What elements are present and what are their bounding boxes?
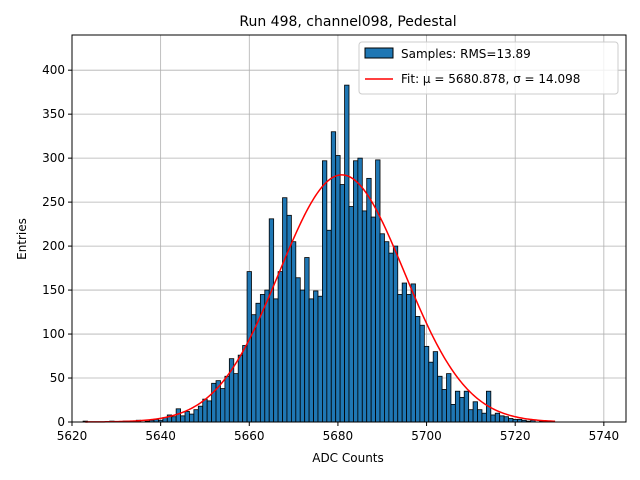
histogram-bar bbox=[237, 354, 244, 423]
x-tick-label: 5700 bbox=[411, 429, 442, 443]
histogram-bar bbox=[490, 414, 496, 423]
histogram-bar bbox=[503, 416, 509, 423]
histogram-bar bbox=[419, 324, 425, 423]
histogram-bar bbox=[401, 282, 408, 423]
histogram-bar bbox=[472, 401, 478, 423]
legend: Samples: RMS=13.89 Fit: μ = 5680.878, σ … bbox=[358, 41, 619, 95]
y-tick-label: 150 bbox=[42, 283, 65, 297]
histogram-bar bbox=[268, 218, 275, 423]
histogram-bar bbox=[202, 398, 208, 423]
histogram-bar bbox=[242, 345, 248, 423]
histogram-bar bbox=[375, 159, 381, 423]
histogram-bar bbox=[197, 405, 204, 423]
y-axis-label: Entries bbox=[15, 218, 29, 260]
histogram-bar bbox=[432, 351, 439, 423]
histogram-bar bbox=[224, 375, 230, 423]
legend-label-fit: Fit: μ = 5680.878, σ = 14.098 bbox=[401, 72, 580, 86]
histogram-bar bbox=[330, 131, 337, 423]
histogram-bar bbox=[446, 373, 452, 423]
histogram-bar bbox=[273, 298, 279, 423]
histogram-bar bbox=[508, 418, 514, 423]
histogram-bar bbox=[189, 413, 195, 423]
y-tick-label: 400 bbox=[42, 63, 65, 77]
y-tick-label: 0 bbox=[57, 415, 65, 429]
histogram-bar bbox=[392, 245, 399, 423]
histogram-bar bbox=[299, 289, 306, 423]
histogram-bar bbox=[366, 177, 372, 423]
y-tick-label: 50 bbox=[50, 371, 65, 385]
histogram-bar bbox=[441, 389, 447, 423]
histogram-bar bbox=[494, 412, 501, 423]
histogram-bar bbox=[317, 295, 323, 423]
histogram-bar bbox=[384, 241, 390, 423]
histogram-bar bbox=[454, 390, 461, 423]
histogram-bar bbox=[477, 409, 483, 423]
x-tick-label: 5720 bbox=[500, 429, 531, 443]
histogram-bar bbox=[397, 294, 403, 423]
x-tick-label: 5740 bbox=[589, 429, 620, 443]
histogram-bar bbox=[206, 400, 213, 423]
histogram-bar bbox=[415, 316, 421, 423]
x-tick-label: 5660 bbox=[234, 429, 265, 443]
histogram-bar bbox=[370, 216, 376, 423]
y-tick-label: 100 bbox=[42, 327, 65, 341]
histogram-bar bbox=[499, 415, 505, 423]
legend-box bbox=[358, 41, 619, 95]
histogram-bar bbox=[193, 409, 199, 423]
histogram-bar bbox=[304, 257, 310, 423]
histogram-bar bbox=[326, 229, 332, 423]
histogram-bar bbox=[423, 345, 430, 423]
histogram-bar bbox=[388, 252, 394, 423]
plot-frame bbox=[71, 34, 627, 423]
histogram-bar bbox=[348, 206, 354, 423]
y-tick-label: 200 bbox=[42, 239, 65, 253]
histogram-bar bbox=[406, 294, 412, 423]
histogram-bar bbox=[171, 416, 177, 423]
histogram-bar bbox=[353, 160, 359, 423]
histogram-bar bbox=[481, 412, 487, 423]
histogram-bar bbox=[428, 361, 434, 423]
x-axis-label: ADC Counts bbox=[312, 451, 384, 465]
histogram-bar bbox=[344, 84, 350, 423]
x-ticks: 5620 5640 5660 5680 5700 5720 5740 bbox=[57, 422, 619, 443]
histogram-bar bbox=[184, 411, 190, 423]
histogram-bar bbox=[233, 373, 239, 423]
histogram-bar bbox=[295, 277, 301, 423]
histogram-bar bbox=[361, 210, 368, 423]
histogram-bar bbox=[468, 409, 474, 423]
histogram-bar bbox=[264, 289, 270, 423]
histogram-bar bbox=[308, 298, 314, 423]
chart-title: Run 498, channel098, Pedestal bbox=[239, 14, 456, 30]
histogram-bar bbox=[180, 415, 186, 423]
histogram-bar bbox=[335, 155, 341, 423]
x-tick-label: 5680 bbox=[323, 429, 354, 443]
x-tick-label: 5620 bbox=[57, 429, 88, 443]
y-tick-label: 350 bbox=[42, 107, 65, 121]
histogram-bar bbox=[459, 396, 465, 423]
histogram-bar bbox=[437, 375, 443, 423]
histogram-bar bbox=[450, 404, 456, 423]
histogram-bar bbox=[463, 390, 470, 423]
histogram-bar bbox=[322, 160, 328, 423]
histogram-bar bbox=[313, 290, 319, 423]
histogram-bar bbox=[290, 241, 297, 423]
y-tick-label: 300 bbox=[42, 151, 65, 165]
histogram-bar bbox=[175, 408, 181, 423]
legend-label-samples: Samples: RMS=13.89 bbox=[401, 47, 531, 61]
legend-swatch-samples bbox=[364, 47, 394, 59]
histogram-bar bbox=[277, 271, 283, 423]
histogram-bar bbox=[220, 388, 226, 423]
y-ticks: 0 50 100 150 200 250 300 350 400 bbox=[42, 63, 72, 429]
histogram-bar bbox=[339, 184, 345, 423]
histogram-bar bbox=[282, 197, 288, 423]
histogram-bar bbox=[357, 157, 363, 423]
y-tick-label: 250 bbox=[42, 195, 65, 209]
histogram-bar bbox=[410, 283, 416, 423]
histogram-bar bbox=[379, 233, 385, 423]
gaussian-fit-line bbox=[85, 174, 556, 423]
histogram-bar bbox=[246, 271, 252, 423]
histogram-bars bbox=[82, 84, 554, 423]
x-tick-label: 5640 bbox=[145, 429, 176, 443]
